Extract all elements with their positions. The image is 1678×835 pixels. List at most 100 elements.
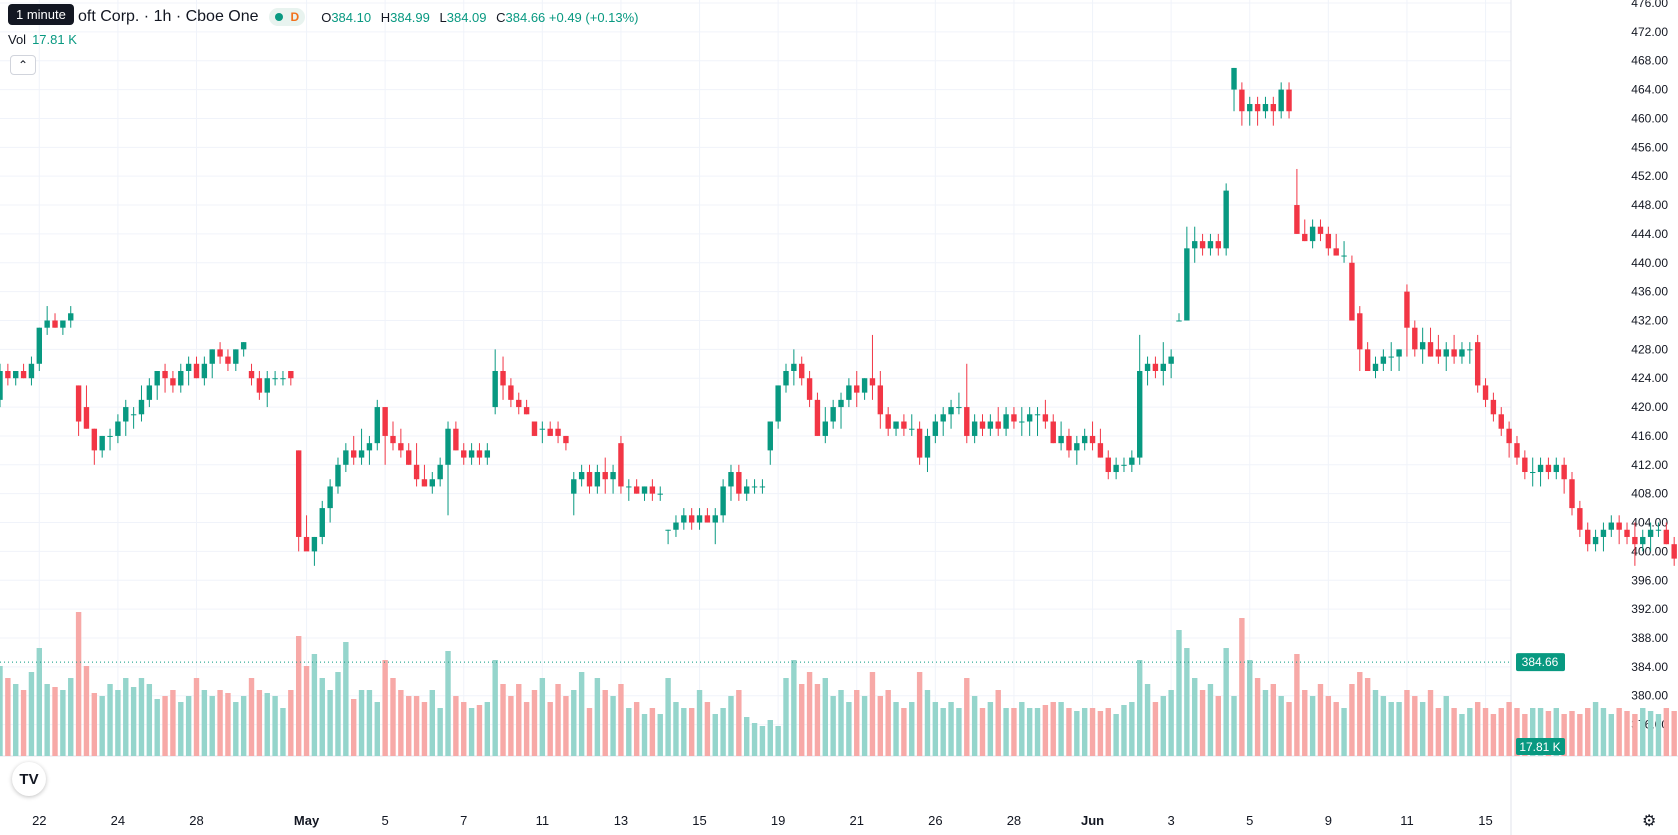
candle-body (1270, 104, 1277, 112)
time-tick-label: 5 (1246, 813, 1253, 828)
candle-body (351, 450, 357, 458)
candle-body (115, 421, 121, 436)
volume-bar (1545, 711, 1552, 756)
candle-body (1160, 363, 1166, 371)
volume-bar (1427, 690, 1434, 756)
candle-body (877, 385, 884, 415)
volume-bar (1506, 702, 1512, 756)
volume-bar (1309, 696, 1316, 756)
market-status-badge[interactable]: D (268, 8, 306, 26)
candle-body (1577, 508, 1583, 530)
candle-body (814, 399, 821, 436)
candle-body (193, 363, 200, 379)
volume-bar (964, 678, 970, 756)
volume-bar (602, 690, 608, 756)
volume-bar (1671, 711, 1677, 756)
candle-body (1333, 248, 1339, 256)
gear-icon[interactable]: ⚙ (1642, 813, 1657, 830)
price-tick-label: 396.00 (1631, 573, 1668, 587)
candle-body (445, 428, 451, 465)
volume-bar (1113, 714, 1119, 756)
volume-bar (351, 699, 357, 756)
volume-bar (901, 708, 907, 756)
volume-bar (1121, 705, 1127, 756)
volume-bar (1325, 696, 1332, 756)
volume-bar (225, 693, 231, 756)
candle-body (1640, 536, 1646, 545)
low-value: 384.09 (446, 9, 487, 25)
candle-body (311, 536, 318, 552)
candle-body (712, 515, 718, 523)
volume-bar (1129, 702, 1135, 756)
volume-bar (1388, 702, 1394, 756)
volume-bar (665, 678, 671, 756)
candle-body (1113, 464, 1119, 473)
volume-bar (1655, 714, 1662, 756)
candle-body (272, 378, 278, 380)
candle-body (162, 371, 168, 379)
candle-body (1302, 233, 1308, 242)
price-tick-label: 412.00 (1631, 458, 1668, 472)
candle-body (610, 472, 616, 480)
volume-bar (1467, 708, 1473, 756)
volume-bar (924, 690, 931, 756)
candle-body (759, 486, 766, 488)
candle-body (1569, 479, 1575, 509)
candle-body (791, 363, 797, 371)
candle-body (924, 435, 931, 458)
candle-body (696, 515, 703, 523)
volume-bar (107, 684, 113, 756)
candle-body (217, 349, 223, 357)
volume-bar (720, 708, 726, 756)
candle-body (555, 428, 561, 436)
candle-body (492, 371, 498, 408)
volume-bar (822, 678, 828, 756)
candle-body (484, 450, 491, 458)
volume-bar (814, 684, 821, 756)
last-price-label: 384.66 (1522, 655, 1559, 669)
price-tick-label: 456.00 (1631, 140, 1668, 154)
candle-body (893, 421, 899, 429)
volume-bar (1349, 684, 1355, 756)
candle-body (240, 342, 247, 350)
tradingview-logo-icon[interactable]: TV (12, 762, 46, 796)
symbol-title[interactable]: oft Corp. · 1h · Cboe One (78, 8, 259, 25)
volume-bar (154, 699, 160, 756)
time-tick-label: 22 (32, 813, 46, 828)
volume-bar (1585, 708, 1591, 756)
candle-body (295, 450, 302, 537)
volume-bar (531, 690, 538, 756)
candle-body (626, 486, 632, 488)
volume-bar (1592, 702, 1599, 756)
volume-bar (295, 636, 302, 756)
candle-body (1081, 435, 1088, 444)
candle-body (146, 385, 153, 400)
volume-bar (1569, 711, 1575, 756)
candle-body (1412, 327, 1418, 350)
candle-body (343, 450, 349, 465)
volume-bar (791, 660, 797, 756)
volume-bar (413, 696, 420, 756)
candle-body (1019, 421, 1025, 423)
volume-bar (193, 678, 200, 756)
candle-body (500, 371, 506, 386)
volume-bar (547, 702, 553, 756)
candle-body (720, 486, 726, 516)
candle-body (91, 428, 98, 451)
candle-body (1066, 435, 1072, 451)
volume-bar (523, 702, 530, 756)
volume-bar (1058, 702, 1064, 756)
volume-bar (382, 660, 388, 756)
volume-bar (1577, 714, 1583, 756)
volume-bar (75, 612, 82, 756)
candle-body (406, 450, 412, 465)
candle-body (932, 421, 939, 436)
candle-body (1168, 356, 1174, 364)
volume-bar (563, 696, 569, 756)
candle-body (319, 508, 325, 537)
candle-body (571, 479, 577, 494)
collapse-legend-button[interactable]: ⌃ (10, 55, 36, 75)
price-tick-label: 432.00 (1631, 313, 1668, 327)
volume-bar (681, 708, 687, 756)
